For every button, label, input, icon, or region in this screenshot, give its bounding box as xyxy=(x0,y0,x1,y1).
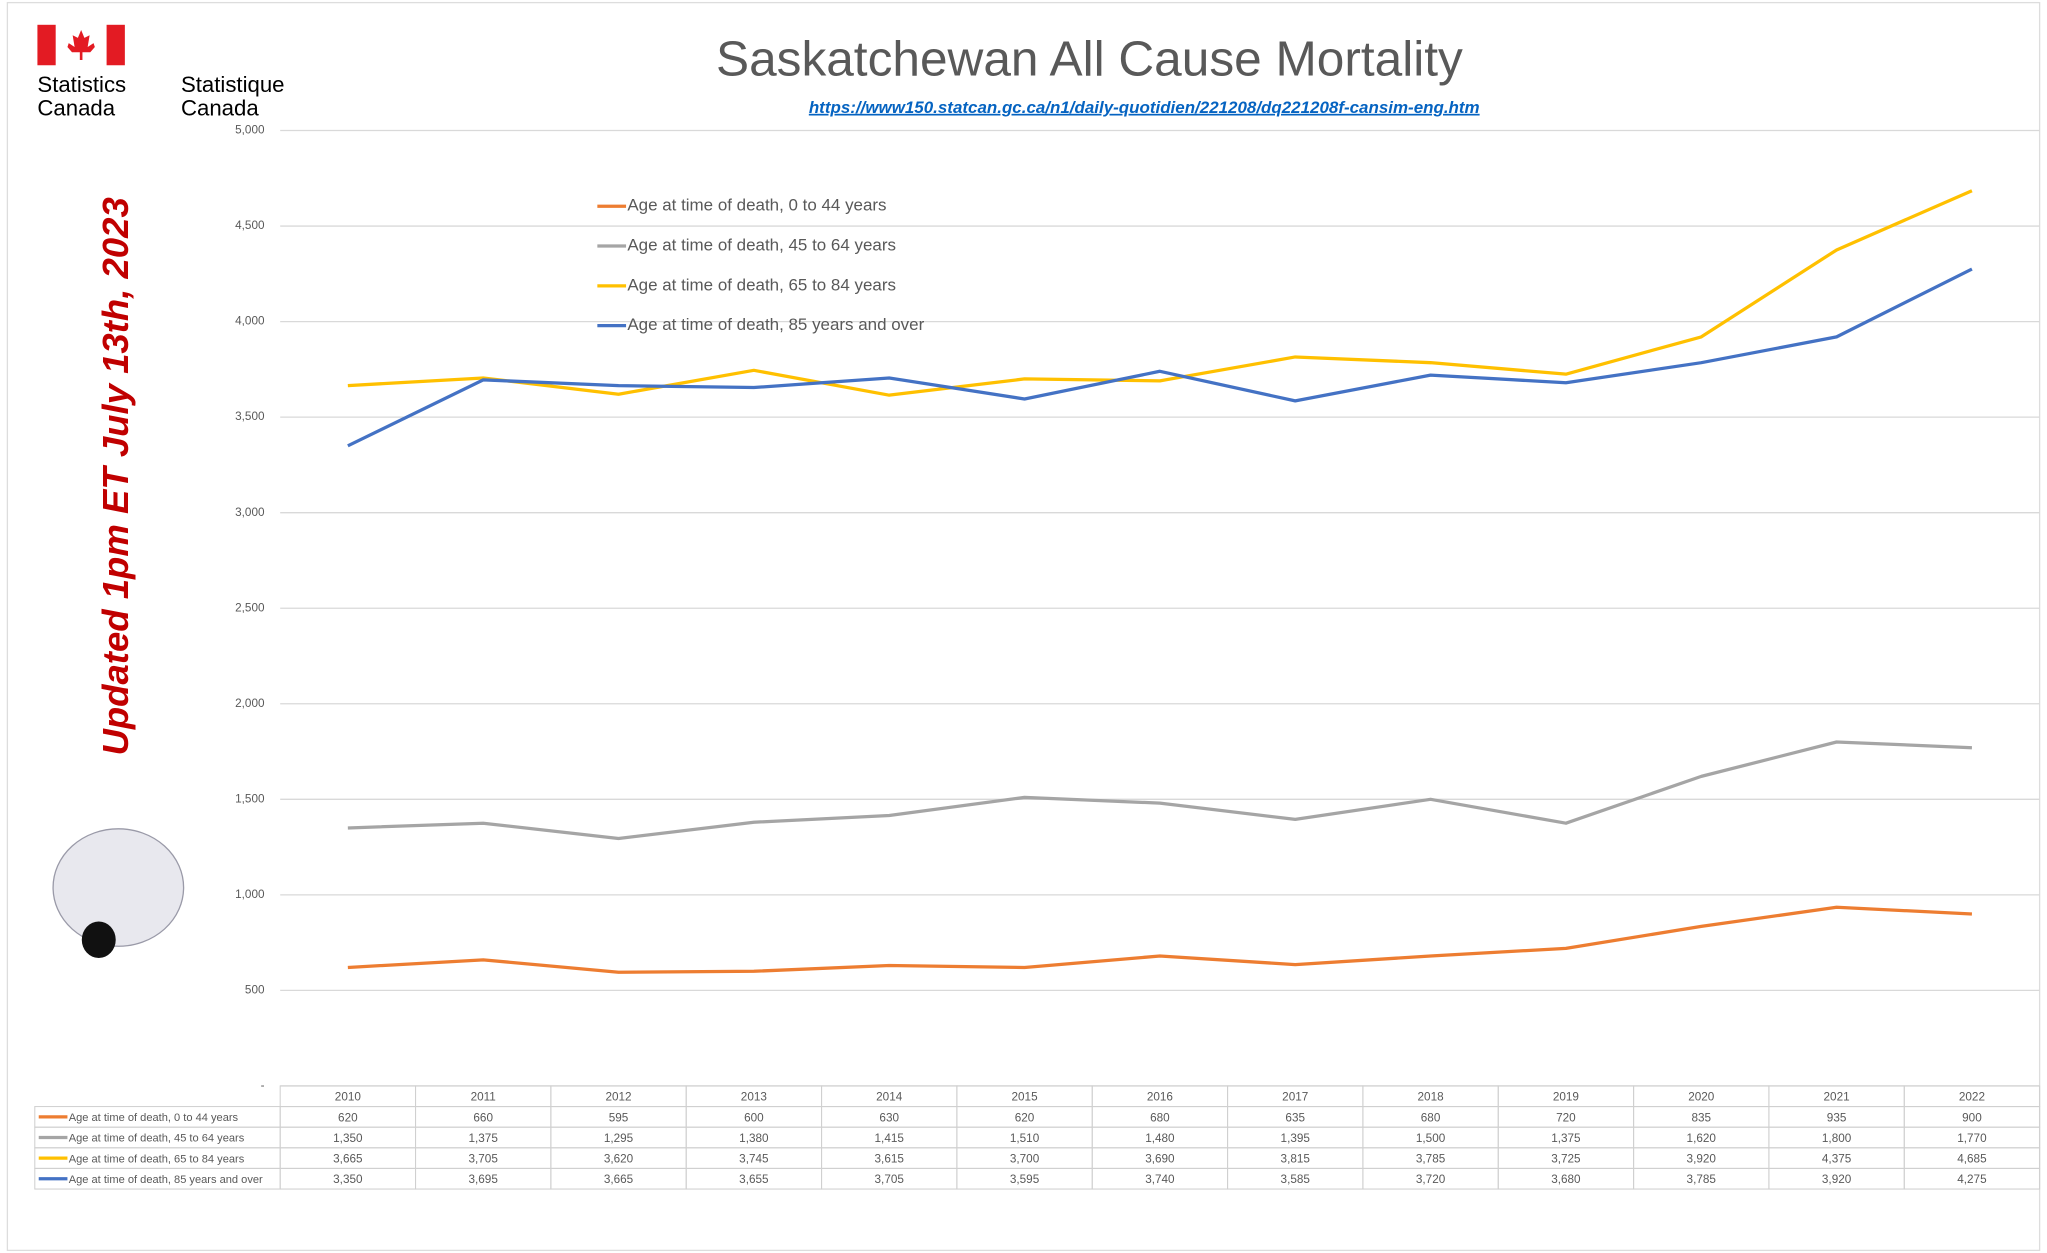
table-header: 2014 xyxy=(876,1091,903,1104)
y-tick-label: 2,500 xyxy=(235,601,265,614)
table-value: 3,350 xyxy=(333,1173,363,1186)
table-value: 1,295 xyxy=(604,1132,634,1145)
table-value: 1,375 xyxy=(469,1132,499,1145)
table-value: 1,800 xyxy=(1822,1132,1852,1145)
source-link[interactable]: https://www150.statcan.gc.ca/n1/daily-qu… xyxy=(809,98,1480,117)
logo-text: Statistics xyxy=(37,72,126,97)
frame xyxy=(7,3,2039,1251)
table-value: 3,665 xyxy=(604,1173,634,1186)
table-value: 3,595 xyxy=(1010,1173,1040,1186)
table-value: 1,480 xyxy=(1145,1132,1175,1145)
y-tick-label: 2,000 xyxy=(235,697,265,710)
y-tick-label: 1,500 xyxy=(235,792,265,805)
table-header: 2012 xyxy=(605,1091,631,1104)
table-value: 4,375 xyxy=(1822,1153,1852,1166)
table-value: 1,395 xyxy=(1281,1132,1311,1145)
wolf-head xyxy=(53,829,184,946)
legend-label: Age at time of death, 85 years and over xyxy=(627,315,924,334)
table-header: 2019 xyxy=(1553,1091,1579,1104)
table-value: 620 xyxy=(1015,1111,1035,1124)
table-header: 2015 xyxy=(1011,1091,1038,1104)
flag-bar xyxy=(37,25,55,65)
y-tick-label: 4,500 xyxy=(235,219,265,232)
table-value: 595 xyxy=(609,1111,629,1124)
table-value: 900 xyxy=(1962,1111,1982,1124)
flag xyxy=(37,25,124,65)
table-value: 3,785 xyxy=(1687,1173,1717,1186)
table-value: 3,920 xyxy=(1822,1173,1852,1186)
y-tick-label: 1,000 xyxy=(235,888,265,901)
table-value: 835 xyxy=(1691,1111,1711,1124)
table-value: 3,785 xyxy=(1416,1153,1446,1166)
legend-label: Age at time of death, 45 to 64 years xyxy=(627,236,896,255)
table-value: 1,770 xyxy=(1957,1132,1987,1145)
logo-text: Statistique xyxy=(181,72,285,97)
paw xyxy=(82,921,116,958)
table-value: 3,585 xyxy=(1281,1173,1311,1186)
table-row-label: Age at time of death, 85 years and over xyxy=(69,1174,263,1186)
table-value: 3,920 xyxy=(1687,1153,1717,1166)
table-row-label: Age at time of death, 45 to 64 years xyxy=(69,1133,245,1145)
table-value: 3,680 xyxy=(1551,1173,1581,1186)
logo-text: Canada xyxy=(37,95,115,120)
y-tick-label: - xyxy=(261,1079,265,1092)
table-header: 2018 xyxy=(1418,1091,1445,1104)
table-value: 4,275 xyxy=(1957,1173,1987,1186)
table-value: 1,350 xyxy=(333,1132,363,1145)
chart-title: Saskatchewan All Cause Mortality xyxy=(716,31,1463,87)
table-value: 4,685 xyxy=(1957,1153,1987,1166)
table-value: 620 xyxy=(338,1111,358,1124)
table-value: 1,415 xyxy=(875,1132,905,1145)
y-tick-label: 3,000 xyxy=(235,506,265,519)
flag-bar xyxy=(107,25,125,65)
table-value: 680 xyxy=(1150,1111,1170,1124)
table-value: 1,510 xyxy=(1010,1132,1040,1145)
table-value: 660 xyxy=(473,1111,493,1124)
table-header: 2021 xyxy=(1824,1091,1850,1104)
table-value: 3,665 xyxy=(333,1153,363,1166)
table-header: 2011 xyxy=(471,1091,496,1104)
table-value: 720 xyxy=(1556,1111,1576,1124)
table-value: 680 xyxy=(1421,1111,1441,1124)
table-value: 3,705 xyxy=(875,1173,905,1186)
table-value: 3,690 xyxy=(1145,1153,1175,1166)
table-value: 3,705 xyxy=(469,1153,499,1166)
table-value: 3,740 xyxy=(1145,1173,1175,1186)
table-value: 635 xyxy=(1285,1111,1305,1124)
table-value: 600 xyxy=(744,1111,764,1124)
table-value: 1,620 xyxy=(1687,1132,1717,1145)
table-row-label: Age at time of death, 65 to 84 years xyxy=(69,1153,245,1165)
table-value: 3,815 xyxy=(1281,1153,1311,1166)
y-tick-label: 500 xyxy=(245,983,265,996)
page: Statistics Canada Statistique Canada Sas… xyxy=(0,0,2047,1253)
table-header: 2017 xyxy=(1282,1091,1308,1104)
y-tick-label: 4,000 xyxy=(235,315,265,328)
table-value: 3,700 xyxy=(1010,1153,1040,1166)
table-value: 630 xyxy=(879,1111,899,1124)
table-value: 3,695 xyxy=(469,1173,499,1186)
table-value: 3,725 xyxy=(1551,1153,1581,1166)
logo-text: Canada xyxy=(181,95,259,120)
table-value: 1,380 xyxy=(739,1132,769,1145)
table-row-label: Age at time of death, 0 to 44 years xyxy=(69,1112,239,1124)
y-tick-label: 5,000 xyxy=(235,124,265,137)
update-note: Updated 1pm ET July 13th, 2023 xyxy=(95,197,136,755)
table-value: 935 xyxy=(1827,1111,1847,1124)
table-value: 3,720 xyxy=(1416,1173,1446,1186)
table-value: 1,500 xyxy=(1416,1132,1446,1145)
table-header: 2016 xyxy=(1147,1091,1174,1104)
table-header: 2020 xyxy=(1688,1091,1715,1104)
legend-label: Age at time of death, 0 to 44 years xyxy=(627,196,886,215)
legend-label: Age at time of death, 65 to 84 years xyxy=(627,275,896,294)
table-value: 3,745 xyxy=(739,1153,769,1166)
y-tick-label: 3,500 xyxy=(235,410,265,423)
table-value: 1,375 xyxy=(1551,1132,1581,1145)
table-value: 3,655 xyxy=(739,1173,769,1186)
table-header: 2022 xyxy=(1959,1091,1985,1104)
table-header: 2010 xyxy=(335,1091,362,1104)
chart: Statistics Canada Statistique Canada Sas… xyxy=(0,0,2047,1253)
table-value: 3,615 xyxy=(875,1153,905,1166)
table-header: 2013 xyxy=(741,1091,768,1104)
table-value: 3,620 xyxy=(604,1153,634,1166)
